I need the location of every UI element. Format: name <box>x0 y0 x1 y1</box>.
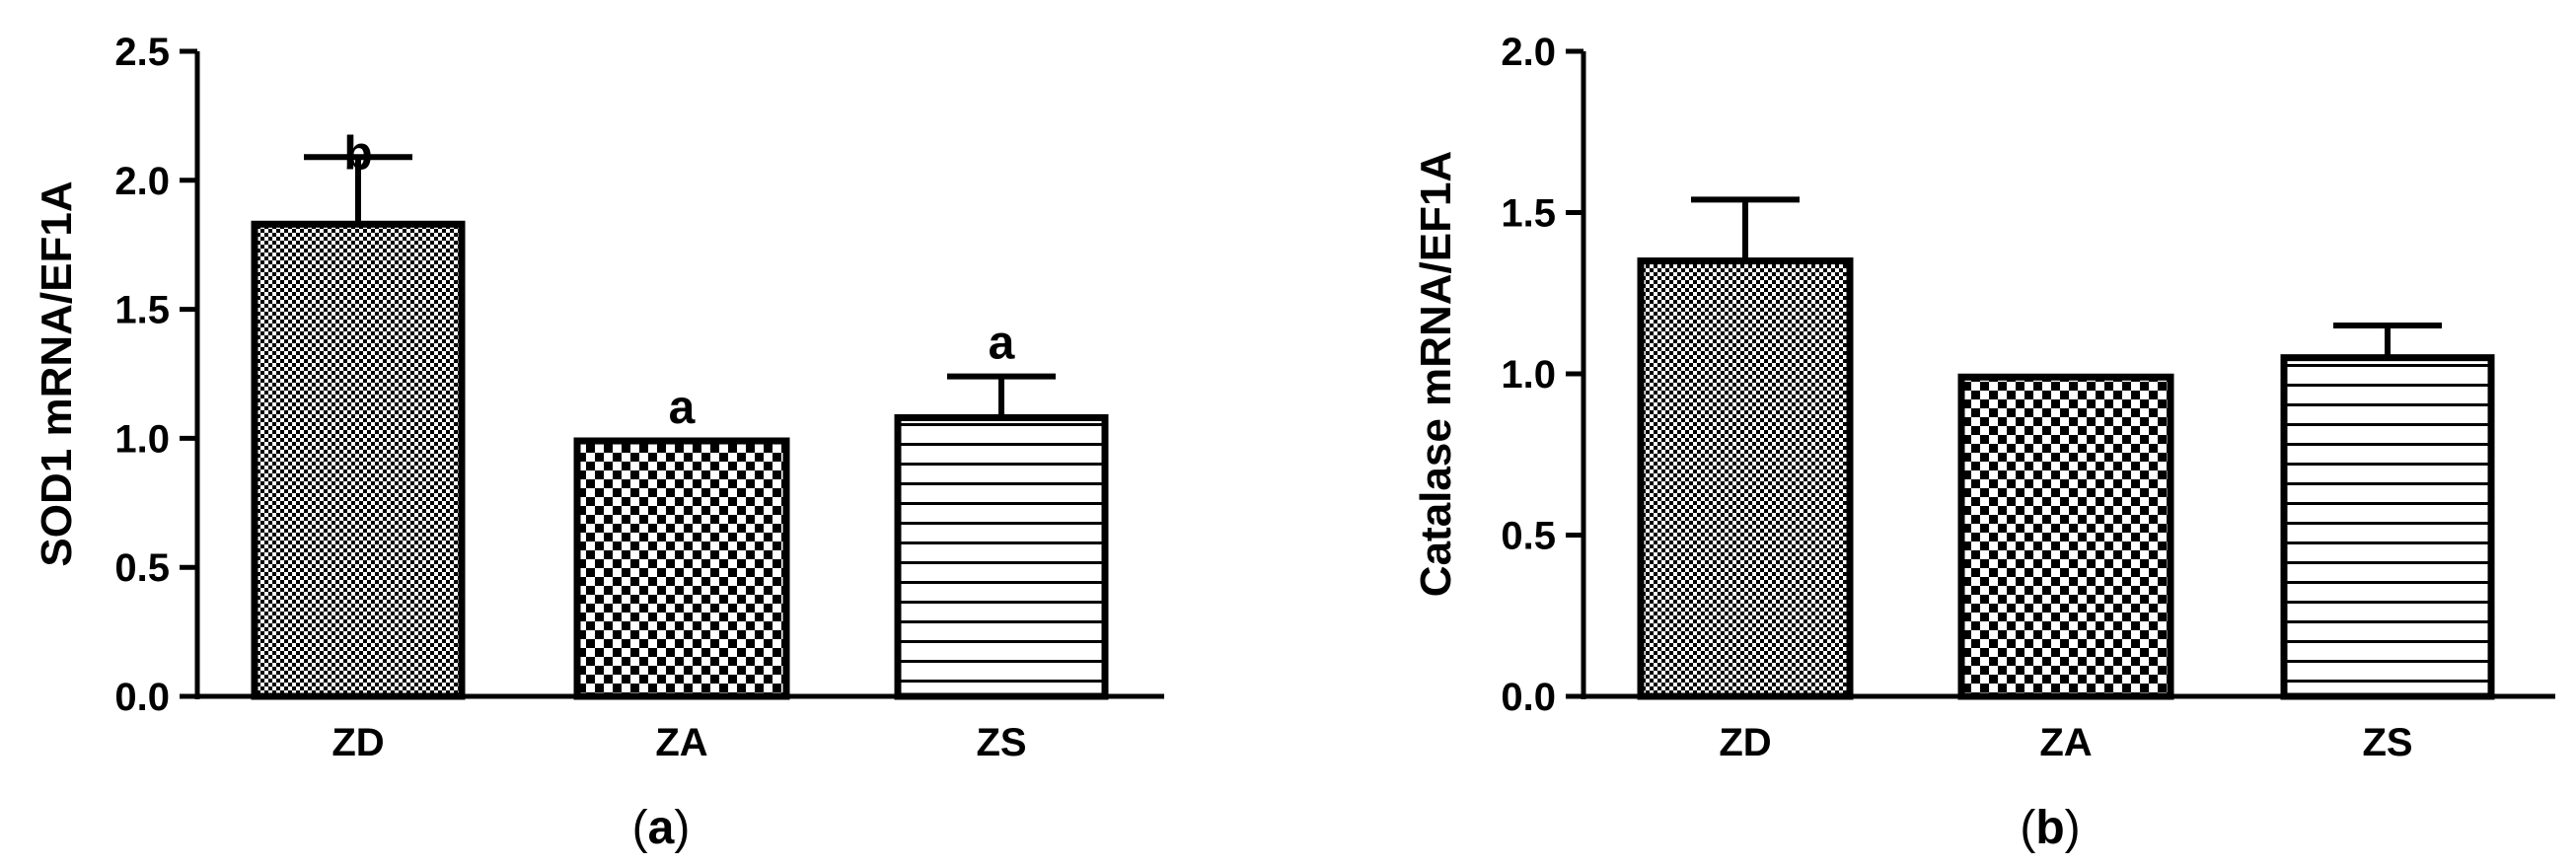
y-tick-label: 0.0 <box>114 676 170 719</box>
panel-label: (b) <box>2020 802 2080 854</box>
y-tick-label: 2.0 <box>1501 31 1556 74</box>
bar-zs <box>2280 354 2495 700</box>
x-tick-label: ZS <box>976 721 1026 764</box>
y-tick-label: 1.5 <box>114 289 170 332</box>
bar-zs <box>894 413 1109 700</box>
y-axis-title: Catalase mRNA/EF1A <box>1412 151 1460 597</box>
bar-za <box>1957 373 2174 700</box>
y-tick-label: 2.5 <box>114 31 170 74</box>
bar-zd <box>1637 257 1854 700</box>
bar-za <box>573 437 790 700</box>
y-axis-title: SOD1 mRNA/EF1A <box>33 180 81 566</box>
significance-label: a <box>989 318 1015 370</box>
x-tick-label: ZA <box>655 721 707 764</box>
y-tick-label: 0.5 <box>1501 515 1556 558</box>
y-tick-label: 1.5 <box>1501 192 1556 236</box>
y-tick-label: 0.0 <box>1501 676 1556 719</box>
panel-letter: a <box>648 802 675 854</box>
y-tick-label: 1.0 <box>1501 353 1556 397</box>
significance-label: a <box>669 382 696 434</box>
x-tick-label: ZD <box>1719 721 1771 764</box>
panel-label: (a) <box>632 802 691 854</box>
bar-zd <box>251 220 466 700</box>
significance-label: b <box>343 127 372 180</box>
y-tick-label: 1.0 <box>114 417 170 461</box>
panel-a: 0.0 0.5 1.0 1.5 2.0 2.5 SOD1 mRNA/EF1A ZD b ZA a ZS… <box>33 31 1164 854</box>
x-tick-label: ZA <box>2039 721 2092 764</box>
x-tick-label: ZD <box>331 721 384 764</box>
x-tick-label: ZS <box>2362 721 2412 764</box>
y-tick-label: 0.5 <box>114 546 170 590</box>
panel-b: 0.0 0.5 1.0 1.5 2.0 Catalase mRNA/EF1A ZD ZA ZS (… <box>1412 31 2555 854</box>
panel-letter: b <box>2035 802 2064 854</box>
y-tick-label: 2.0 <box>114 160 170 203</box>
